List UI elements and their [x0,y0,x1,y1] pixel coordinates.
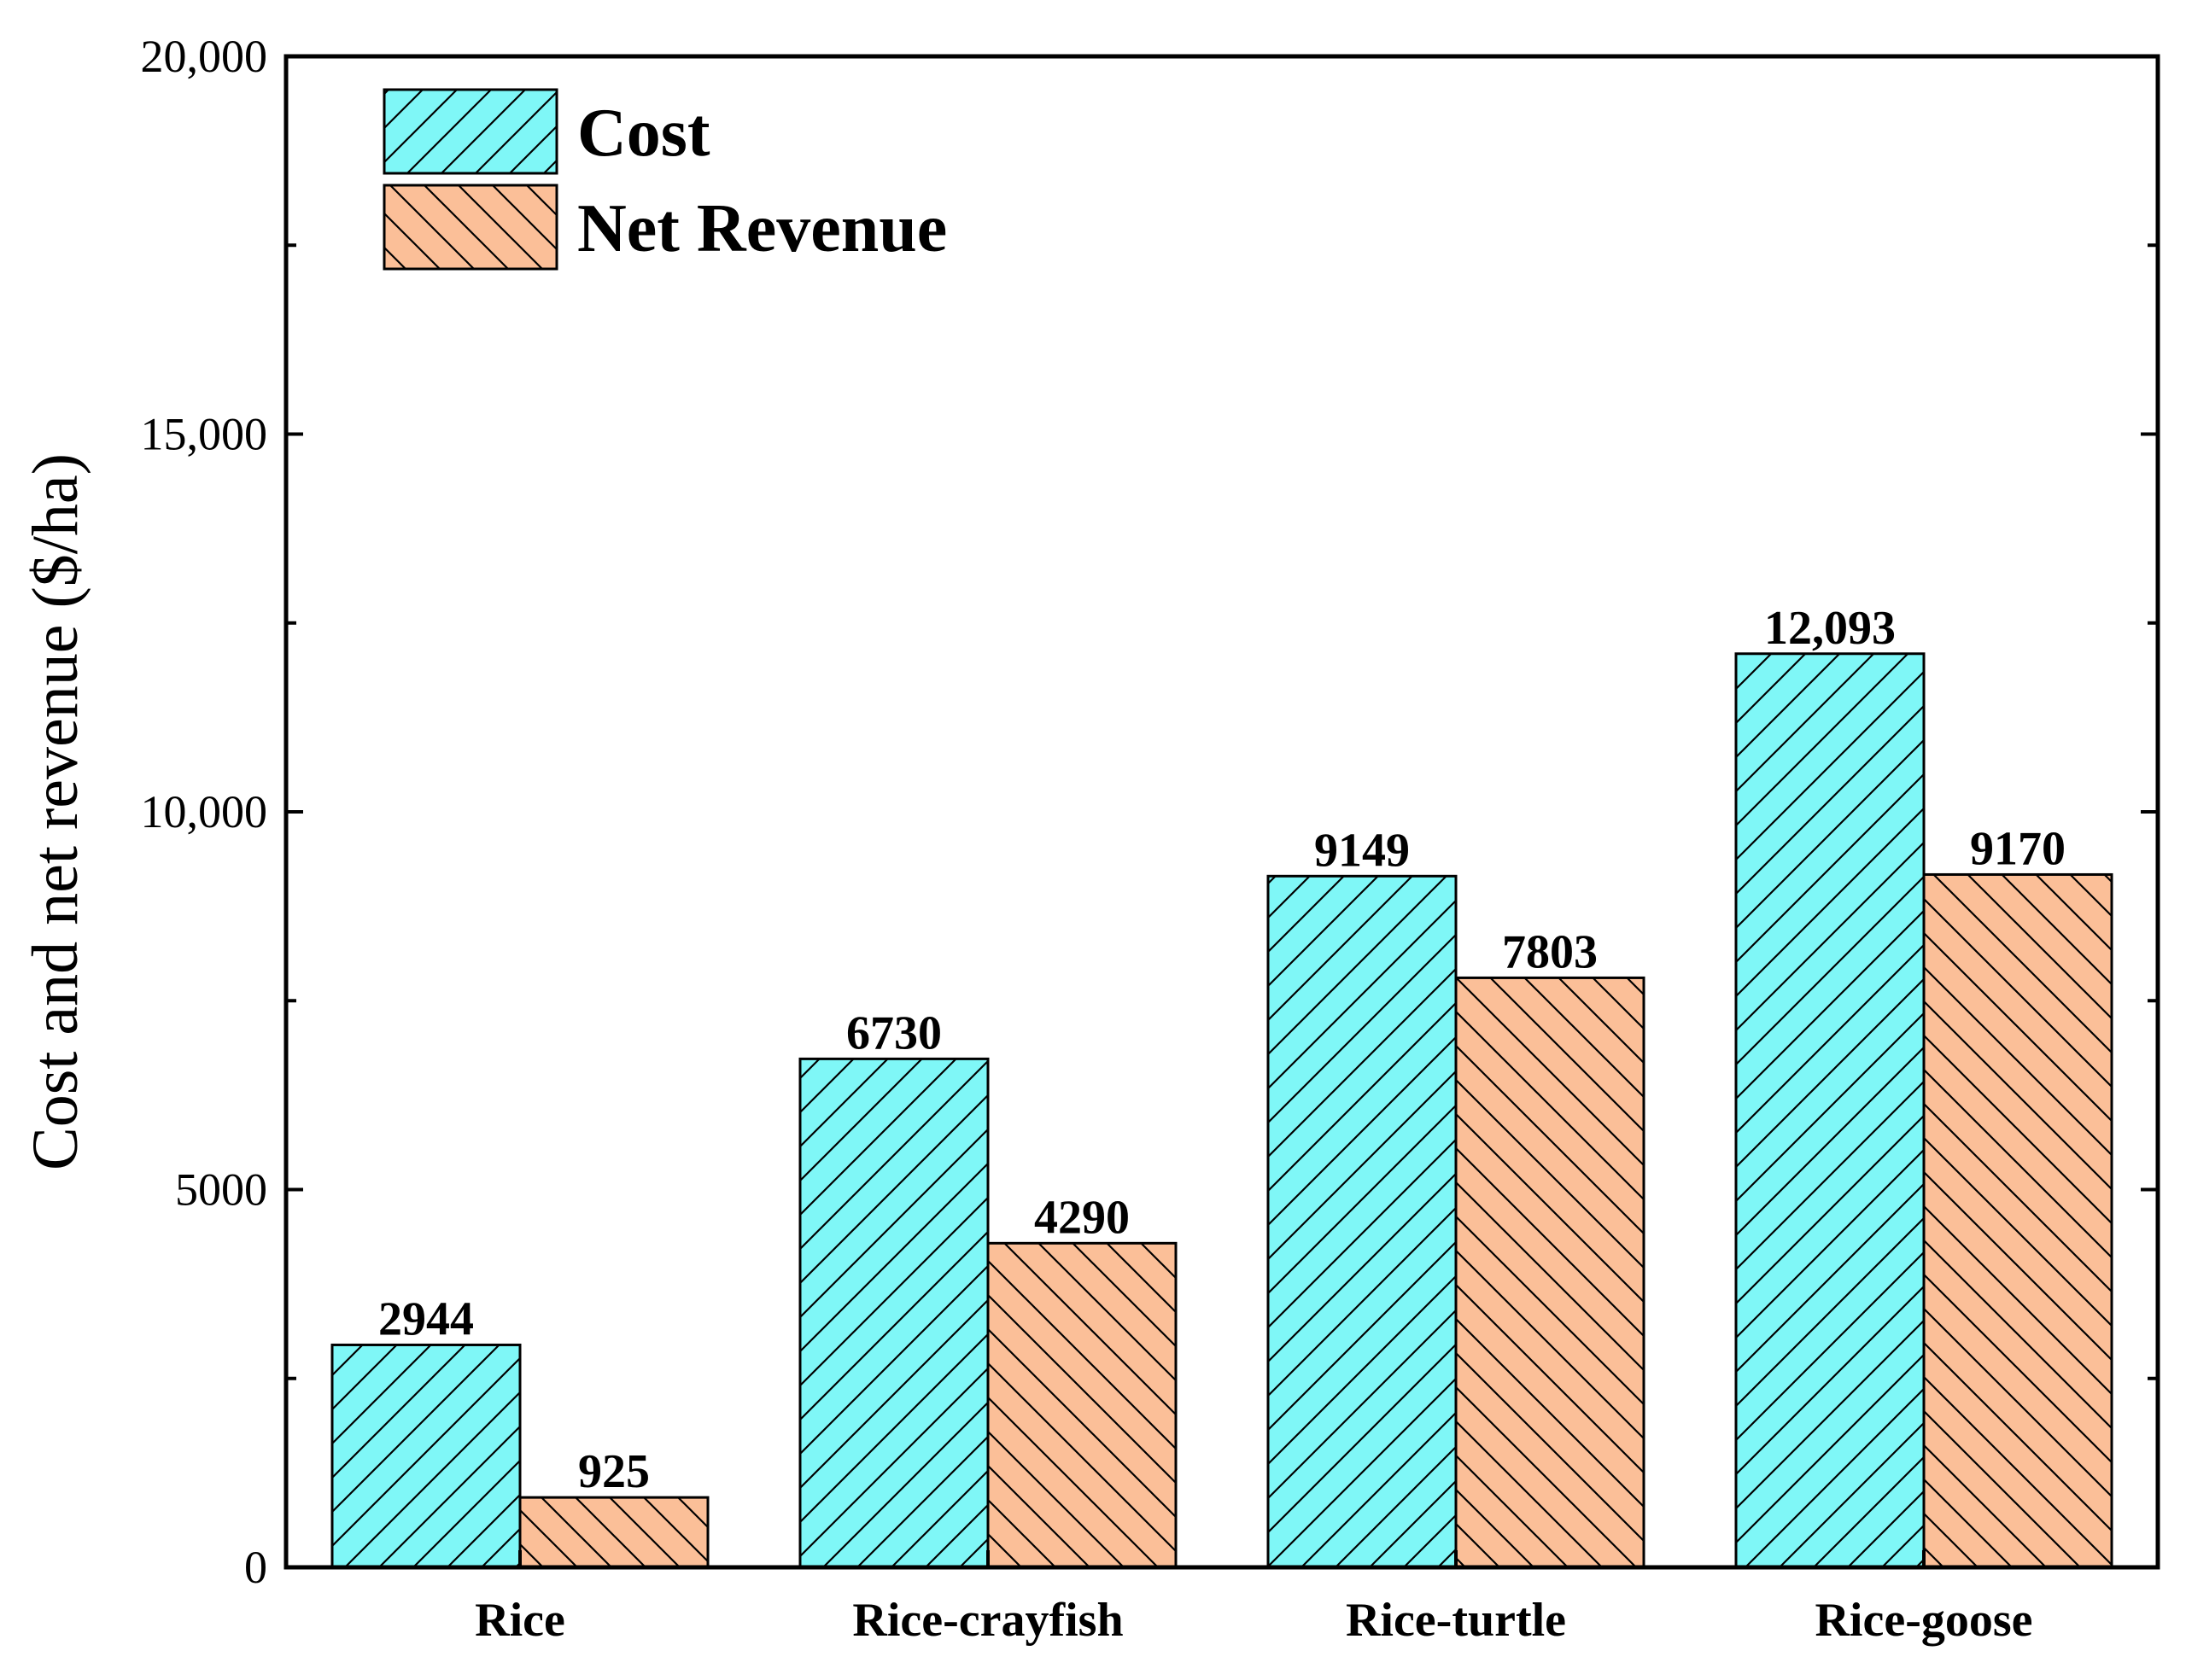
x-axis-category-labels: Rice Rice-crayfish Rice-turtle Rice-goose [475,1594,2032,1647]
y-axis-ticks: 0 5000 10,000 15,000 20,000 [141,31,2158,1593]
bar-hatch [1734,652,1926,1569]
x-category-label-rice-turtle: Rice-turtle [1346,1594,1566,1647]
bar-hatch [330,1343,522,1569]
bar-net-revenue-rice-goose [1922,872,2113,1569]
y-tick-label: 5000 [175,1164,267,1216]
bar-hatch [986,1241,1178,1569]
bar-cost-rice-crayfish [798,1057,990,1569]
value-label-cost-rice: 2944 [378,1292,474,1345]
legend-label: Net Revenue [577,191,947,266]
bar-net-revenue-rice-turtle [1454,976,1645,1569]
legend-swatch [383,184,558,271]
value-labels-layer: 2944 6730 9149 12,093 925 4290 7803 9170 [378,602,2066,1498]
value-label-net-revenue-rice-crayfish: 4290 [1034,1191,1130,1244]
legend-label: Cost [577,96,710,171]
bar-hatch [1922,872,2113,1569]
bar-hatch [798,1057,990,1569]
y-tick-label: 0 [244,1542,267,1593]
x-category-label-rice-crayfish: Rice-crayfish [852,1594,1123,1647]
value-label-cost-rice-crayfish: 6730 [846,1006,942,1059]
y-axis-title: Cost and net revenue ($/ha) [20,453,91,1170]
bar-cost-rice [330,1343,522,1569]
y-tick-label: 10,000 [141,786,268,837]
x-category-label-rice-goose: Rice-goose [1815,1594,2032,1647]
y-tick-label: 15,000 [141,409,268,460]
value-label-net-revenue-rice-goose: 9170 [1970,822,2066,875]
x-category-label-rice: Rice [475,1594,565,1647]
legend-item-net-revenue: Net Revenue [383,184,947,271]
value-label-net-revenue-rice: 925 [578,1445,650,1498]
bar-net-revenue-rice-crayfish [986,1241,1178,1569]
value-label-net-revenue-rice-turtle: 7803 [1502,925,1598,978]
bar-net-revenue-rice [518,1496,710,1569]
bar-hatch [1454,976,1645,1569]
legend-item-cost: Cost [383,88,710,175]
bar-hatch [1266,874,1458,1569]
bar-hatch [518,1496,710,1569]
legend-swatch [383,88,558,175]
bars-layer [330,652,2113,1569]
value-label-cost-rice-goose: 12,093 [1764,602,1896,655]
legend: Cost Net Revenue [383,88,947,271]
bar-cost-rice-turtle [1266,874,1458,1569]
y-tick-label: 20,000 [141,31,268,82]
bar-cost-rice-goose [1734,652,1926,1569]
value-label-cost-rice-turtle: 9149 [1314,824,1410,877]
